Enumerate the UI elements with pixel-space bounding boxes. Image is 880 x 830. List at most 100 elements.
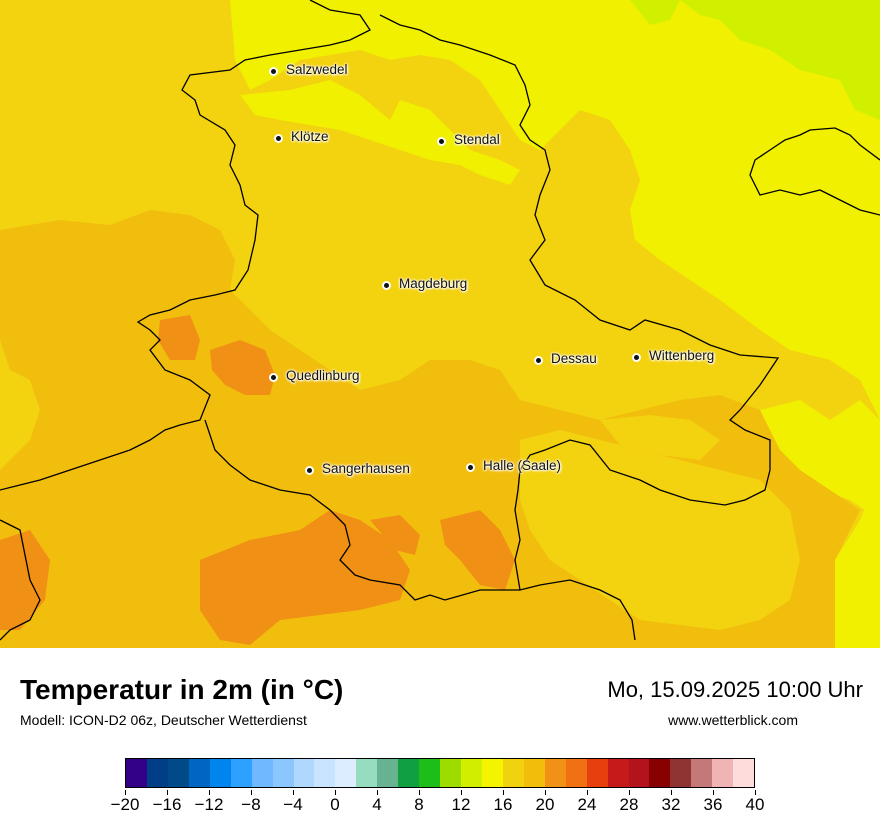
colorbar-segment [733, 759, 755, 787]
temp-field-18-20-inner-b [600, 415, 720, 460]
city-label-quedlinburg: Quedlinburg [286, 368, 360, 383]
colorbar-segment [335, 759, 357, 787]
colorbar-segment [523, 759, 545, 787]
colorbar-tick-label: 8 [414, 795, 424, 814]
colorbar-tick [503, 790, 504, 795]
colorbar-segment [167, 759, 189, 787]
temp-field-22-24-f [370, 515, 420, 555]
colorbar-tick-label: 20 [535, 795, 555, 814]
city-dot-quedlinburg [271, 375, 276, 380]
colorbar-segment [293, 759, 315, 787]
colorbar-tick [167, 790, 168, 795]
colorbar-tick-label: 16 [493, 795, 513, 814]
colorbar-segment [586, 759, 608, 787]
city-label-dessau: Dessau [551, 351, 597, 366]
city-label-wittenberg: Wittenberg [649, 348, 715, 363]
temp-field-22-24-b [440, 510, 515, 590]
city-label-salzwedel: Salzwedel [286, 62, 348, 77]
colorbar-tick [125, 790, 126, 795]
colorbar-segment [628, 759, 650, 787]
city-dot-stendal [439, 139, 444, 144]
colorbar-segment [356, 759, 378, 787]
colorbar-tick [377, 790, 378, 795]
colorbar-segment [649, 759, 671, 787]
city-label-stendal: Stendal [454, 132, 500, 147]
colorbar-tick [713, 790, 714, 795]
colorbar-tick-label: 36 [703, 795, 723, 814]
colorbar-tick-label: 4 [372, 795, 382, 814]
colorbar-tick [671, 790, 672, 795]
city-label-halle: Halle (Saale) [483, 458, 562, 473]
temp-field-22-24-d [158, 315, 200, 360]
city-dot-magdeburg [384, 283, 389, 288]
colorbar-segment [188, 759, 210, 787]
temp-field-16-18-c [760, 400, 880, 520]
city-label-sangerhausen: Sangerhausen [322, 461, 410, 476]
colorbar-segment [377, 759, 399, 787]
colorbar-tick [335, 790, 336, 795]
colorbar-segment [398, 759, 420, 787]
colorbar-tick-label: 0 [330, 795, 340, 814]
colorbar-segment [691, 759, 713, 787]
colorbar-tick-label: 12 [451, 795, 471, 814]
temp-field-14-16-b [630, 0, 680, 25]
colorbar-tick [209, 790, 210, 795]
colorbar-segment [670, 759, 692, 787]
state-borders [0, 0, 880, 641]
colorbar-tick [587, 790, 588, 795]
colorbar-segment [251, 759, 273, 787]
colorbar-tick-label: 24 [577, 795, 597, 814]
model-info: Modell: ICON-D2 06z, Deutscher Wetterdie… [20, 712, 307, 728]
colorbar-tick-label: −12 [194, 795, 224, 814]
temperature-map [0, 0, 880, 648]
colorbar-segment [419, 759, 441, 787]
colorbar-tick [545, 790, 546, 795]
temp-field-18-20-inner [520, 430, 800, 630]
colorbar-tick-label: −16 [152, 795, 182, 814]
colorbar-tick [755, 790, 756, 795]
colorbar-tick-label: −8 [241, 795, 261, 814]
colorbar-segment [481, 759, 503, 787]
colorbar-tick-label: 40 [745, 795, 765, 814]
temp-field-22-24-c [210, 340, 275, 395]
colorbar-segment [461, 759, 482, 787]
city-dot-kloetze [276, 136, 281, 141]
colorbar-tick-label: 32 [661, 795, 681, 814]
colorbar-segment [272, 759, 294, 787]
colorbar-tick-label: 28 [619, 795, 639, 814]
colorbar-tick [419, 790, 420, 795]
website-label: www.wetterblick.com [668, 712, 798, 728]
forecast-datetime: Mo, 15.09.2025 10:00 Uhr [607, 677, 863, 702]
city-dot-wittenberg [634, 355, 639, 360]
colorbar-segment [502, 759, 524, 787]
colorbar-tick-label: −20 [110, 795, 140, 814]
colorbar-tick [461, 790, 462, 795]
city-dot-salzwedel [271, 69, 276, 74]
footer: Temperatur in 2m (in °C) Modell: ICON-D2… [0, 648, 880, 830]
temp-field-16-18 [230, 0, 880, 648]
colorbar-segment [126, 759, 147, 787]
colorbar-segment [712, 759, 734, 787]
city-dot-halle [468, 465, 473, 470]
colorbar-tick [251, 790, 252, 795]
temp-field-14-16 [680, 0, 880, 120]
colorbar-tick-label: −4 [283, 795, 303, 814]
colorbar-segment [544, 759, 566, 787]
temp-field-16-18-b [240, 80, 520, 185]
city-label-kloetze: Klötze [291, 129, 329, 144]
temperature-colorbar [125, 758, 755, 788]
colorbar-segment [607, 759, 629, 787]
city-dot-dessau [536, 358, 541, 363]
colorbar-segment [565, 759, 587, 787]
colorbar-tick [293, 790, 294, 795]
colorbar-segment [209, 759, 231, 787]
colorbar-tick [629, 790, 630, 795]
colorbar-segment [230, 759, 252, 787]
colorbar-segment [314, 759, 336, 787]
colorbar-segment [146, 759, 168, 787]
map-title: Temperatur in 2m (in °C) [20, 674, 344, 705]
temp-field-22-24-a [200, 510, 410, 645]
city-dot-sangerhausen [307, 468, 312, 473]
colorbar-segment [440, 759, 461, 787]
city-label-magdeburg: Magdeburg [399, 276, 468, 291]
